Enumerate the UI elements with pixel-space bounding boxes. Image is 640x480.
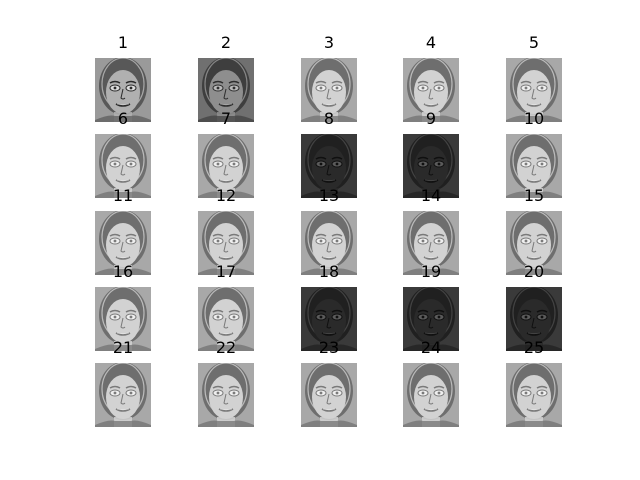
panel-title: 10	[523, 109, 545, 128]
face-panel: 12	[198, 186, 254, 275]
face-panel: 2	[198, 33, 254, 122]
eigenface-image	[95, 211, 151, 275]
panel-title: 2	[220, 33, 232, 52]
eigenface-image	[403, 363, 459, 427]
eigenface-image	[506, 134, 562, 198]
eigenface-image	[95, 134, 151, 198]
eigenface-image	[506, 211, 562, 275]
panel-title: 24	[420, 338, 442, 357]
panel-title: 16	[112, 262, 134, 281]
panel-title: 1	[117, 33, 129, 52]
face-panel: 19	[403, 262, 459, 351]
panel-title: 25	[523, 338, 545, 357]
face-panel: 8	[301, 109, 357, 198]
eigenface-image	[301, 363, 357, 427]
panel-title: 8	[323, 109, 335, 128]
eigenface-image	[403, 211, 459, 275]
eigenface-image	[301, 58, 357, 122]
face-panel: 14	[403, 186, 459, 275]
panel-title: 15	[523, 186, 545, 205]
panel-title: 20	[523, 262, 545, 281]
panel-title: 5	[528, 33, 540, 52]
eigenface-image	[95, 287, 151, 351]
eigenface-image	[198, 363, 254, 427]
eigenface-image	[301, 134, 357, 198]
panel-title: 11	[112, 186, 134, 205]
face-panel: 22	[198, 338, 254, 427]
panel-title: 6	[117, 109, 129, 128]
face-panel: 13	[301, 186, 357, 275]
eigenface-image	[301, 287, 357, 351]
eigenface-image	[506, 363, 562, 427]
face-panel: 10	[506, 109, 562, 198]
panel-title: 23	[318, 338, 340, 357]
panel-title: 14	[420, 186, 442, 205]
face-panel: 25	[506, 338, 562, 427]
eigenface-image	[403, 58, 459, 122]
face-panel: 5	[506, 33, 562, 122]
eigenface-image	[301, 211, 357, 275]
face-panel: 15	[506, 186, 562, 275]
eigenface-image	[198, 58, 254, 122]
face-panel: 6	[95, 109, 151, 198]
eigenface-image	[403, 287, 459, 351]
eigenface-image	[95, 58, 151, 122]
face-panel: 7	[198, 109, 254, 198]
panel-title: 4	[425, 33, 437, 52]
eigenface-image	[95, 363, 151, 427]
panel-title: 19	[420, 262, 442, 281]
face-panel: 18	[301, 262, 357, 351]
panel-title: 12	[215, 186, 237, 205]
panel-title: 7	[220, 109, 232, 128]
panel-title: 17	[215, 262, 237, 281]
face-panel: 23	[301, 338, 357, 427]
eigenface-image	[403, 134, 459, 198]
panel-title: 3	[323, 33, 335, 52]
eigenface-image	[506, 58, 562, 122]
face-panel: 17	[198, 262, 254, 351]
face-panel: 4	[403, 33, 459, 122]
panel-title: 22	[215, 338, 237, 357]
panel-title: 9	[425, 109, 437, 128]
face-panel: 11	[95, 186, 151, 275]
eigenface-image	[198, 211, 254, 275]
face-panel: 16	[95, 262, 151, 351]
face-panel: 3	[301, 33, 357, 122]
panel-title: 13	[318, 186, 340, 205]
eigenface-image	[198, 287, 254, 351]
panel-title: 18	[318, 262, 340, 281]
face-panel: 9	[403, 109, 459, 198]
face-panel: 21	[95, 338, 151, 427]
face-panel: 1	[95, 33, 151, 122]
eigenface-image	[506, 287, 562, 351]
face-panel: 20	[506, 262, 562, 351]
face-panel: 24	[403, 338, 459, 427]
eigenface-image	[198, 134, 254, 198]
panel-title: 21	[112, 338, 134, 357]
